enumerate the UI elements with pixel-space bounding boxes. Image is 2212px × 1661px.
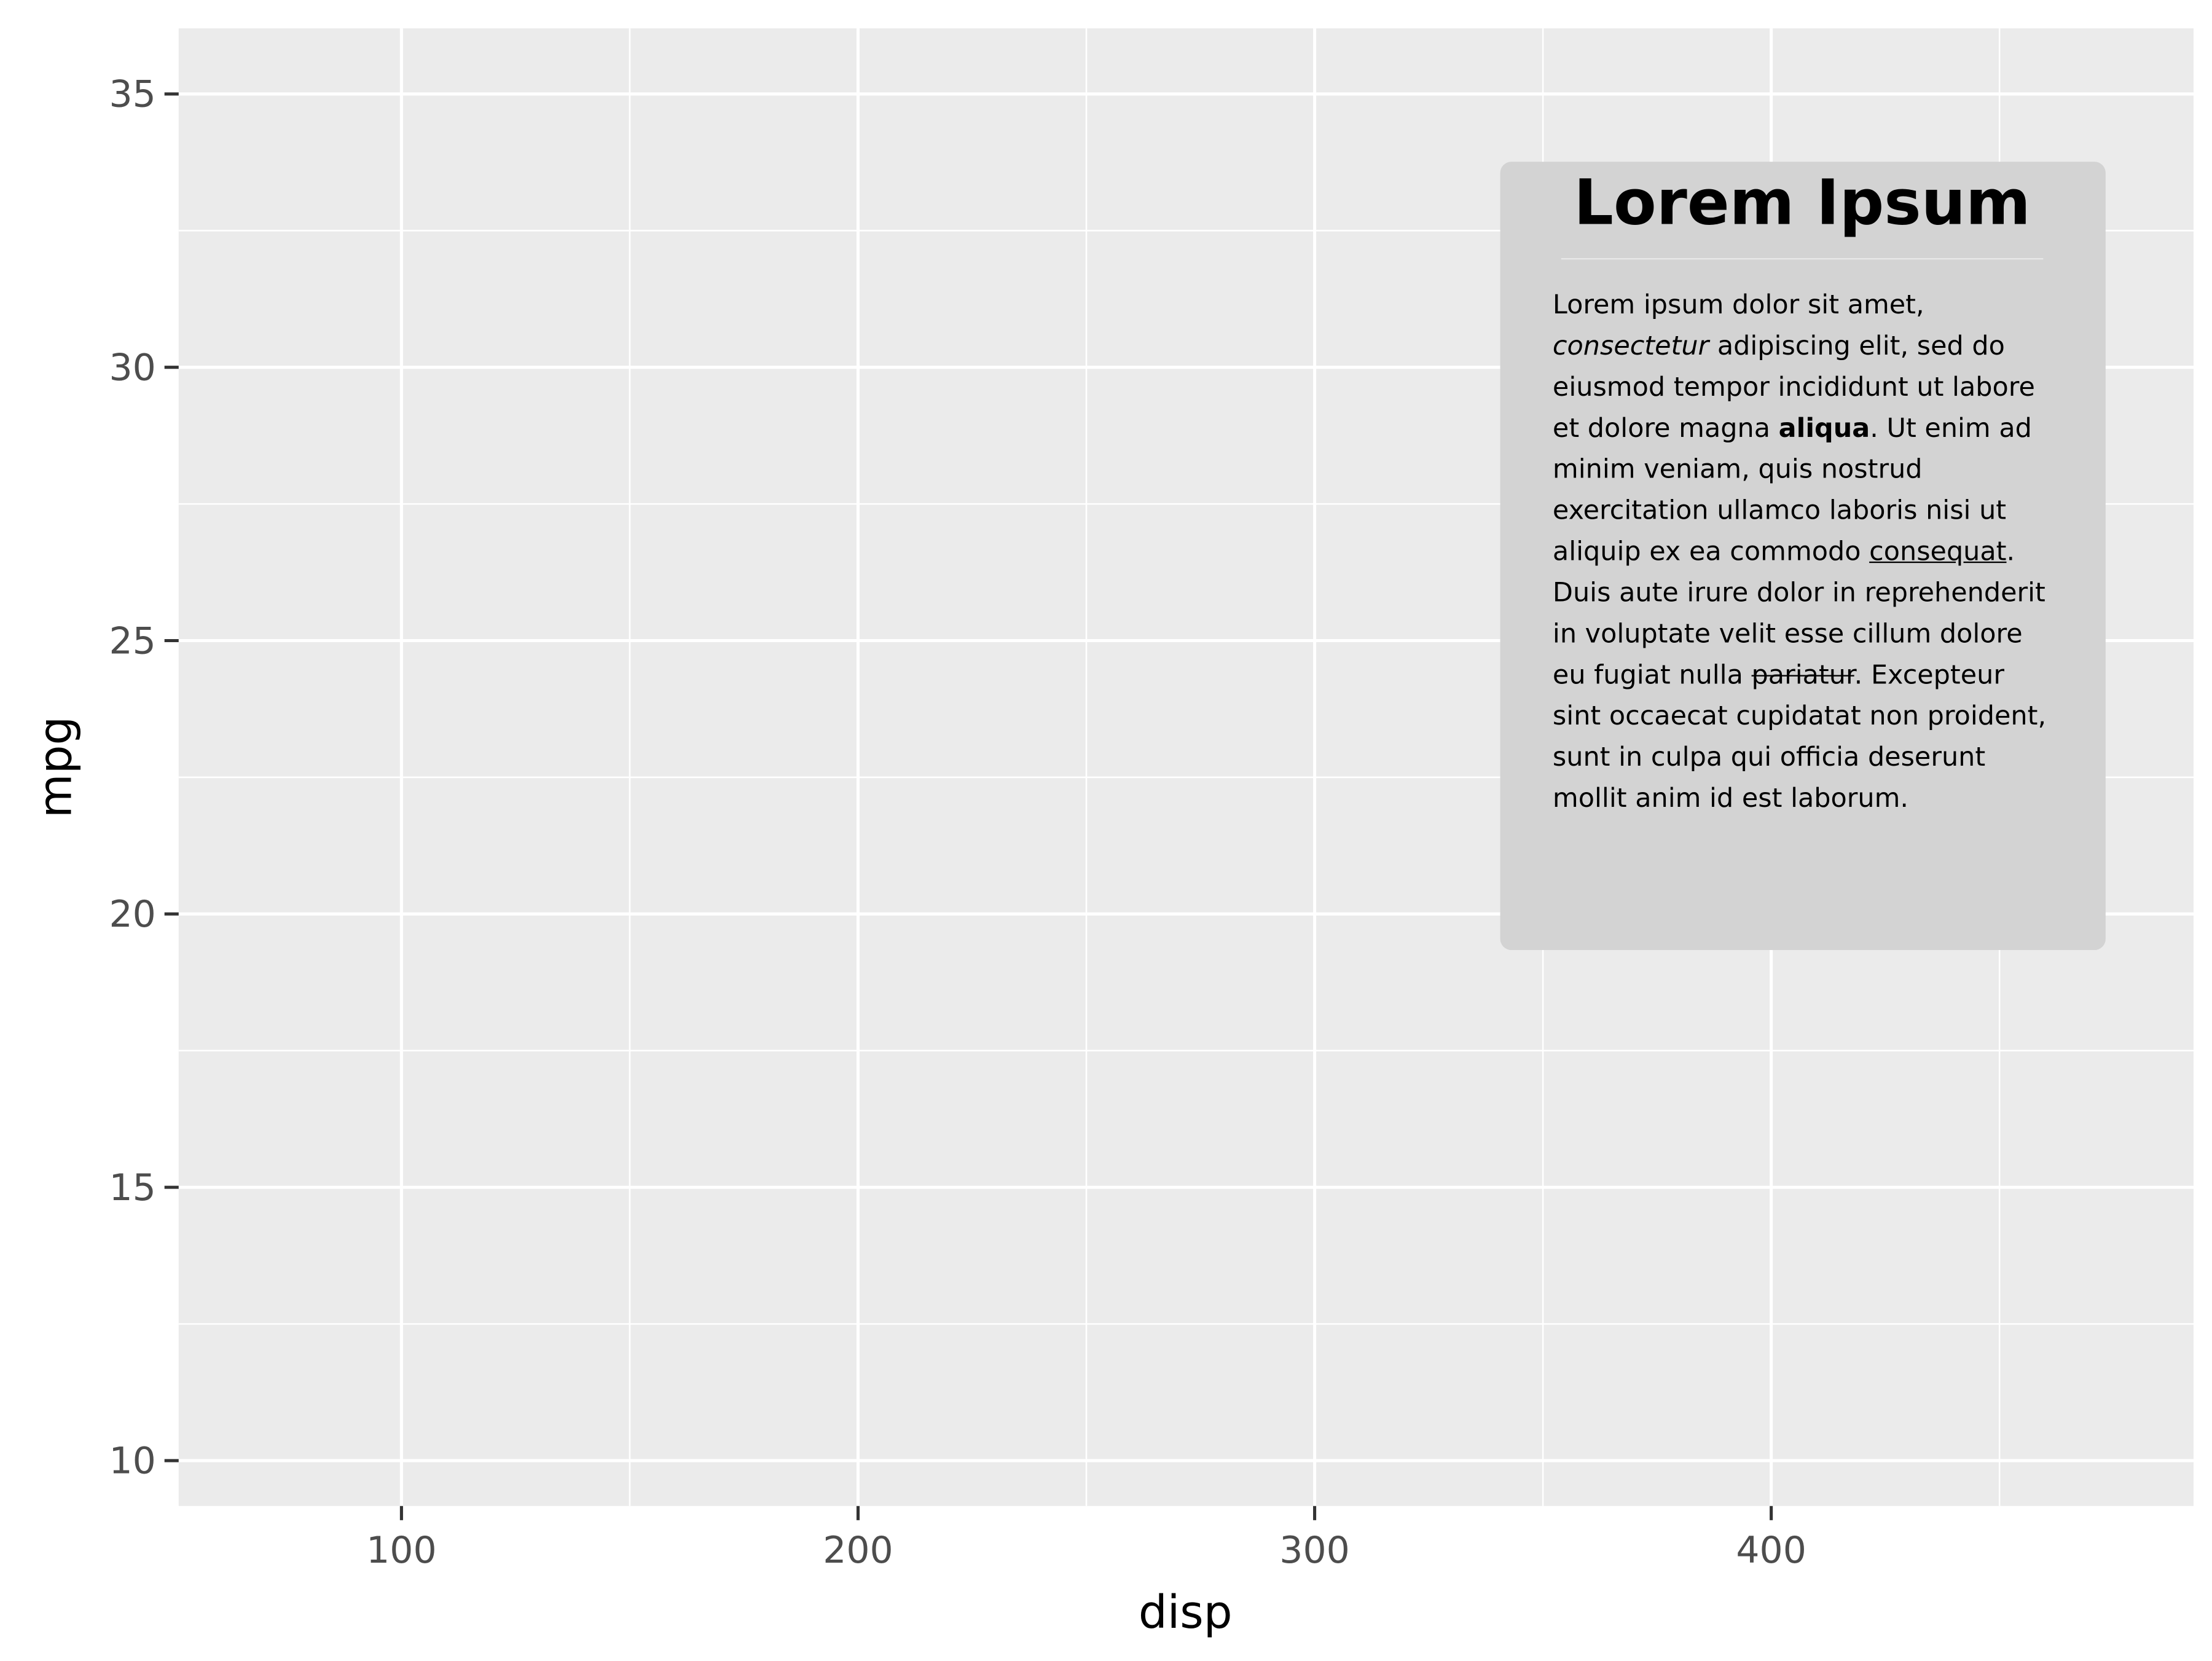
annotation-text: pariatur [1751,661,1854,691]
x-axis-title: disp [1139,1586,1233,1639]
x-tick-label: 300 [1279,1529,1350,1572]
x-tick-label: 400 [1736,1529,1806,1572]
y-tick-label: 30 [109,346,155,389]
annotation-text: consequat [1869,537,2007,568]
annotation-text: adipiscing elit, sed do eiusmod tempor i… [1552,332,2035,444]
annotation-text: aliqua [1778,414,1870,444]
annotation-text: Lorem ipsum dolor sit amet, [1552,291,1924,321]
annotation-text: . Excepteur sint occaecat cupidatat non … [1552,661,2047,814]
annotation-text: . Ut enim ad minim veniam, quis nostrud … [1552,414,2032,568]
y-tick-label: 15 [109,1166,155,1209]
x-tick-label: 100 [366,1529,437,1572]
annotation-text: . Duis aute irure dolor in reprehenderit… [1552,537,2045,691]
annotation-rule [1561,257,2044,260]
annotation-box: Lorem Ipsum Lorem ipsum dolor sit amet, … [1500,162,2106,951]
annotation-body: Lorem ipsum dolor sit amet, consectetur … [1553,285,2052,820]
y-tick-label: 20 [109,893,155,936]
annotation: Lorem Ipsum Lorem ipsum dolor sit amet, … [1500,162,2106,951]
y-tick-label: 10 [109,1440,155,1483]
annotation-text: consectetur [1552,332,1709,362]
annotation-title: Lorem Ipsum [1574,167,2031,240]
y-tick-label: 25 [109,619,155,662]
x-tick-label: 200 [823,1529,893,1572]
y-axis-title: mpg [29,717,82,819]
y-tick-label: 35 [109,73,155,116]
